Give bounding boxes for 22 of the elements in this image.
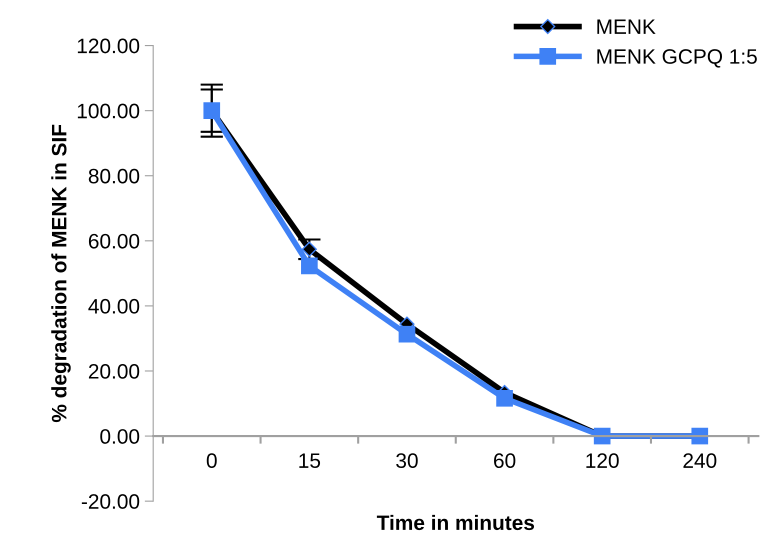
y-axis-title: % degradation of MENK in SIF — [51, 124, 71, 422]
y-tick-label: 60.00 — [88, 234, 140, 249]
point — [496, 390, 513, 407]
x-tick-label: 15 — [299, 454, 320, 468]
point — [301, 258, 318, 274]
y-tick-label: 20.00 — [88, 364, 140, 379]
legend-label: MENK GCPQ 1:5 — [597, 49, 757, 68]
y-tick-label: 80.00 — [88, 168, 140, 184]
y-tick-label: 40.00 — [88, 298, 140, 314]
x-tick-label: 0 — [206, 453, 217, 468]
y-tick-label: -20.00 — [82, 494, 140, 509]
x-tick-label: 30 — [396, 453, 418, 468]
y-tick-label: 100.00 — [78, 104, 140, 118]
y-tick-label: 120.00 — [78, 38, 140, 54]
legend-label: MENK — [597, 20, 656, 34]
point — [302, 242, 317, 257]
y-tick-label: 0.00 — [100, 429, 140, 444]
x-tick-label: 120 — [586, 453, 619, 468]
x-tick-label: 240 — [683, 453, 716, 468]
x-axis-title: Time in minutes — [376, 514, 534, 530]
x-tick-label: 60 — [494, 453, 516, 468]
point — [398, 326, 416, 343]
